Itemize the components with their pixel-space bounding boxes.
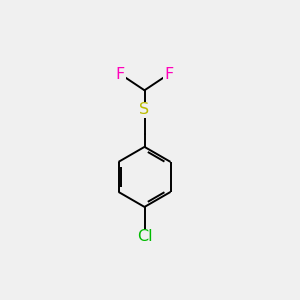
- Text: F: F: [116, 67, 125, 82]
- Text: F: F: [164, 67, 173, 82]
- Text: Cl: Cl: [137, 230, 152, 244]
- Text: S: S: [140, 102, 150, 117]
